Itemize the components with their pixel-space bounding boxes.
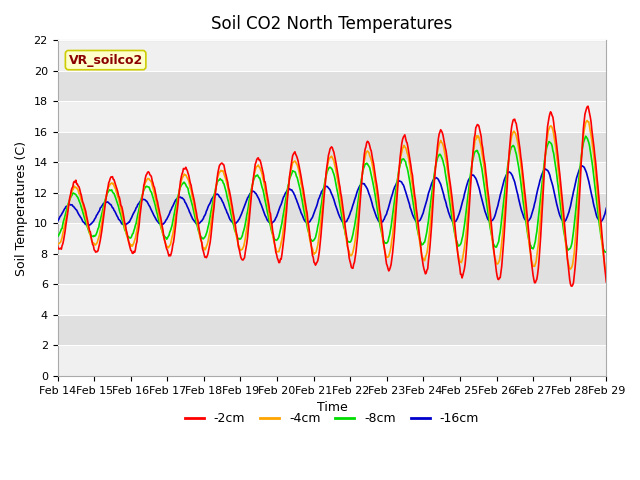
Bar [58,315,606,346]
Legend: -2cm, -4cm, -8cm, -16cm: -2cm, -4cm, -8cm, -16cm [180,407,484,430]
Bar [58,162,606,193]
X-axis label: Time: Time [317,401,348,414]
Bar [58,193,606,223]
Bar [58,101,606,132]
Text: VR_soilco2: VR_soilco2 [68,54,143,67]
Title: Soil CO2 North Temperatures: Soil CO2 North Temperatures [211,15,452,33]
Y-axis label: Soil Temperatures (C): Soil Temperatures (C) [15,141,28,276]
Bar [58,284,606,315]
Bar [58,254,606,284]
Bar [58,346,606,376]
Bar [58,132,606,162]
Bar [58,71,606,101]
Bar [58,40,606,71]
Bar [58,223,606,254]
